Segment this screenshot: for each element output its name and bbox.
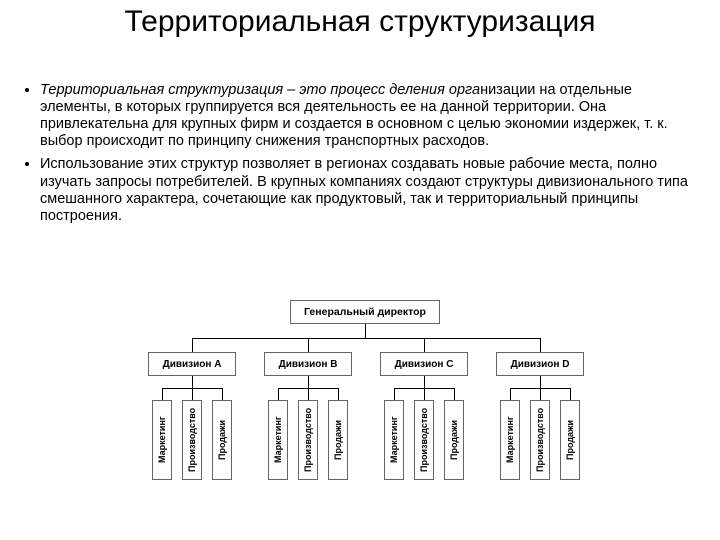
org-sub-1-1: Производство [298, 400, 318, 480]
org-division-1: Дивизион B [264, 352, 352, 376]
org-sub-3-1: Производство [530, 400, 550, 480]
line-div-subdrop-1 [308, 376, 309, 388]
line-sub-drop-0-1 [192, 388, 193, 400]
line-sub-drop-2-0 [394, 388, 395, 400]
line-sub-drop-1-0 [278, 388, 279, 400]
org-sub-0-0: Маркетинг [152, 400, 172, 480]
org-sub-2-0: Маркетинг [384, 400, 404, 480]
org-division-3: Дивизион D [496, 352, 584, 376]
org-sub-2-1: Производство [414, 400, 434, 480]
line-div-subdrop-2 [424, 376, 425, 388]
line-div-drop-2 [424, 338, 425, 352]
line-root-drop [365, 324, 366, 338]
bullet-2: Использование этих структур позволяет в … [40, 156, 690, 224]
org-sub-2-2: Продажи [444, 400, 464, 480]
line-sub-drop-2-2 [454, 388, 455, 400]
org-root: Генеральный директор [290, 300, 440, 324]
slide: Территориальная структуризация Территори… [0, 0, 720, 540]
bullet-2-plain: Использование этих структур позволяет в … [40, 156, 688, 223]
bullet-1: Территориальная структуризация – это про… [40, 82, 690, 150]
org-division-0: Дивизион A [148, 352, 236, 376]
org-division-2: Дивизион C [380, 352, 468, 376]
line-sub-drop-1-2 [338, 388, 339, 400]
line-sub-drop-1-1 [308, 388, 309, 400]
line-div-drop-0 [192, 338, 193, 352]
line-sub-drop-2-1 [424, 388, 425, 400]
line-top-bus [192, 338, 540, 339]
org-sub-3-0: Маркетинг [500, 400, 520, 480]
line-div-drop-3 [540, 338, 541, 352]
line-sub-drop-3-0 [510, 388, 511, 400]
org-sub-3-2: Продажи [560, 400, 580, 480]
org-chart: Генеральный директор Дивизион A Маркетинг П… [130, 300, 600, 530]
bullet-1-italic: Территориальная структуризация – это про… [40, 82, 480, 98]
org-sub-1-0: Маркетинг [268, 400, 288, 480]
line-sub-drop-0-2 [222, 388, 223, 400]
body-text: Территориальная структуризация – это про… [18, 82, 690, 231]
org-sub-0-1: Производство [182, 400, 202, 480]
line-sub-drop-0-0 [162, 388, 163, 400]
org-sub-0-2: Продажи [212, 400, 232, 480]
line-sub-drop-3-2 [570, 388, 571, 400]
org-sub-1-2: Продажи [328, 400, 348, 480]
line-sub-drop-3-1 [540, 388, 541, 400]
line-div-subdrop-0 [192, 376, 193, 388]
line-div-subdrop-3 [540, 376, 541, 388]
line-div-drop-1 [308, 338, 309, 352]
page-title: Территориальная структуризация [0, 6, 720, 38]
